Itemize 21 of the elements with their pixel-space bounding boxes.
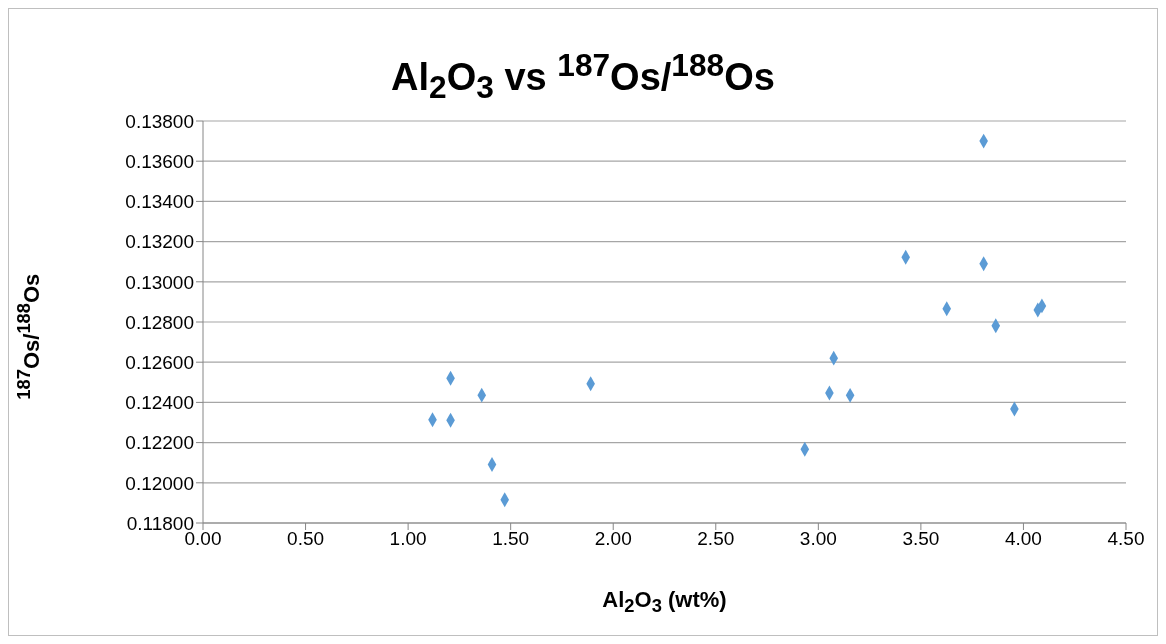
x-tick-label: 2.50 — [697, 528, 735, 550]
y-tick-label: 0.12600 — [125, 351, 194, 373]
y-tick-label: 0.13400 — [125, 191, 194, 213]
y-tick-label: 0.12200 — [125, 432, 194, 454]
x-tick-label: 3.50 — [902, 528, 940, 550]
x-axis-title: Al$_{2}$O$_{3}$ (wt%) — [601, 587, 728, 618]
y-tick-label: 0.13000 — [125, 271, 194, 293]
x-tick-label: 4.00 — [1004, 528, 1042, 550]
y-tick-label: 0.12800 — [125, 311, 194, 333]
x-tick-label: 0.50 — [287, 528, 325, 550]
y-tick-label: 0.13800 — [125, 110, 194, 132]
chart-title: Al$_{2}$O$_{3}$ vs $^{187}$Os/$^{188}$Os — [391, 47, 775, 106]
x-tick-label: 4.50 — [1107, 528, 1145, 550]
x-tick-label: 1.00 — [389, 528, 427, 550]
y-tick-label: 0.13600 — [125, 150, 194, 172]
y-tick-label: 0.12000 — [125, 472, 194, 494]
x-tick-label: 1.50 — [492, 528, 530, 550]
y-tick-label: 0.13200 — [125, 231, 194, 253]
y-tick-label: 0.12400 — [125, 392, 194, 414]
x-tick-label: 3.00 — [799, 528, 837, 550]
x-tick-label: 2.00 — [594, 528, 632, 550]
